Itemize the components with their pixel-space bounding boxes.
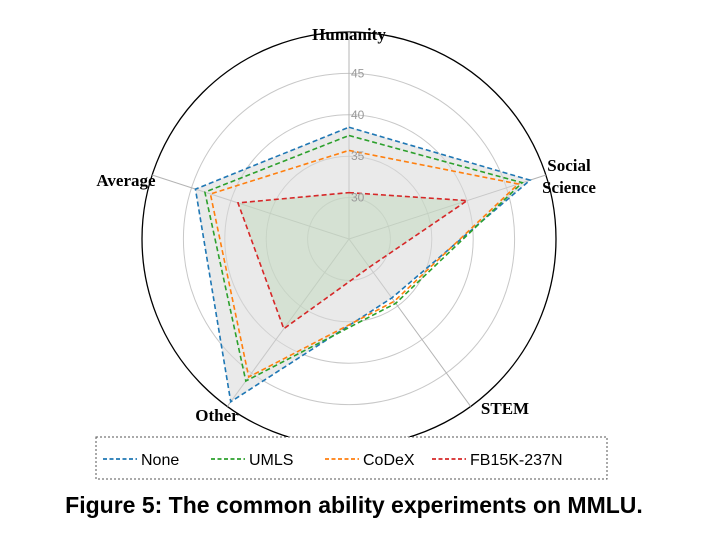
radar-series [194,126,532,404]
axis-label-average: Average [96,171,156,190]
legend-label-none: None [141,452,179,469]
tick-label-40: 40 [351,108,365,122]
axis-label-other: Other [195,406,239,425]
tick-label-35: 35 [351,149,365,163]
tick-label-45: 45 [351,66,365,80]
area-fill [195,127,531,402]
legend: None UMLS CoDeX FB15K-237N [95,436,608,480]
radial-tick-labels: 30 35 40 45 [351,66,365,204]
axis-labels: Humanity Social Science STEM Other Average [96,25,596,425]
radar-fill [195,127,531,402]
series-line-codex [209,149,520,379]
tick-label-30: 30 [351,191,365,205]
axis-label-stem: STEM [481,399,529,418]
legend-label-umls: UMLS [249,452,293,469]
legend-label-fb15k-237n: FB15K-237N [470,452,563,469]
series-line-none [194,126,532,404]
legend-label-codex: CoDeX [363,452,415,469]
axis-label-social-science: Social Science [542,156,596,197]
inner-area-fill [237,192,468,329]
series-line-fb15k-237n [236,191,470,331]
figure-caption: Figure 5: The common ability experiments… [65,492,643,518]
legend-box [95,436,608,480]
axis-label-humanity: Humanity [312,25,386,44]
